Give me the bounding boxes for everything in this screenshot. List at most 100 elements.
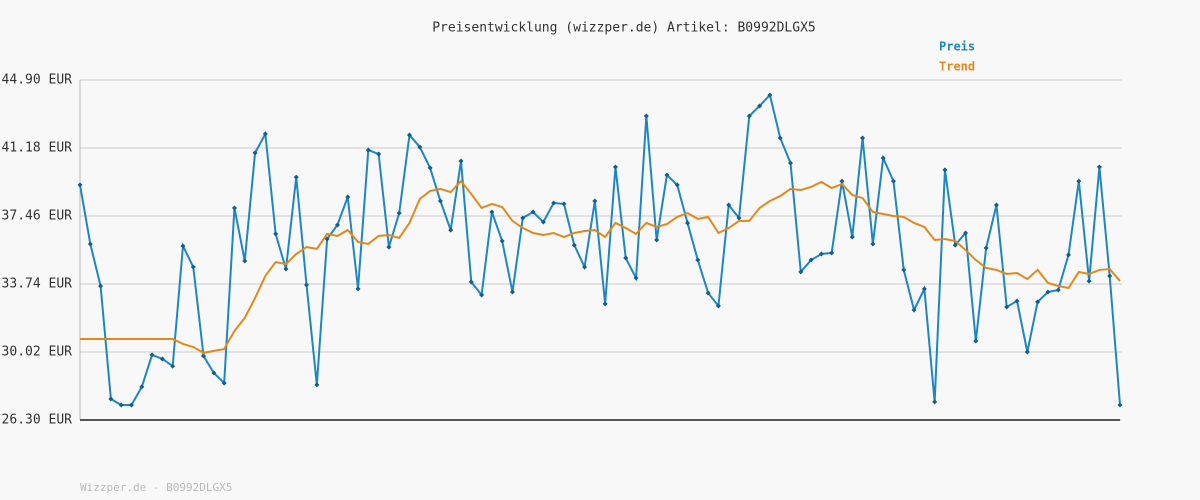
y-tick-label: 26.30 EUR xyxy=(2,413,73,428)
y-tick-label: 37.46 EUR xyxy=(2,209,73,224)
marker xyxy=(190,264,196,270)
marker xyxy=(1014,298,1020,304)
marker xyxy=(108,396,114,402)
marker xyxy=(509,289,515,295)
marker xyxy=(1045,289,1051,295)
marker xyxy=(520,215,526,221)
y-tick-label: 33.74 EUR xyxy=(2,277,73,292)
marker xyxy=(386,244,392,250)
marker xyxy=(798,269,804,275)
marker xyxy=(582,264,588,270)
marker xyxy=(159,356,165,362)
marker xyxy=(1004,304,1010,310)
marker xyxy=(860,135,866,141)
marker xyxy=(211,370,217,376)
marker xyxy=(201,353,207,359)
marker xyxy=(880,155,886,161)
marker xyxy=(283,266,289,272)
marker xyxy=(911,307,917,313)
marker xyxy=(695,257,701,263)
marker xyxy=(870,241,876,247)
line xyxy=(79,92,1121,407)
marker xyxy=(664,172,670,178)
marker xyxy=(952,242,958,248)
marker xyxy=(489,209,495,215)
line xyxy=(80,179,1121,354)
marker xyxy=(252,150,258,156)
marker xyxy=(139,384,145,390)
marker xyxy=(685,220,691,226)
marker xyxy=(561,201,567,207)
marker xyxy=(396,210,402,216)
marker xyxy=(1055,287,1061,293)
marker xyxy=(262,131,268,137)
footer: Wizzper.de - B0992DLGX5 xyxy=(80,481,232,494)
y-tick-label: 44.90 EUR xyxy=(2,73,73,88)
marker xyxy=(993,202,999,208)
marker xyxy=(407,132,413,138)
marker xyxy=(427,165,433,171)
marker xyxy=(767,92,773,98)
marker xyxy=(746,113,752,119)
marker xyxy=(705,290,711,296)
marker xyxy=(849,234,855,240)
legend-label: Trend xyxy=(939,60,975,74)
legend-label: Preis xyxy=(939,40,975,54)
chart-title: Preisentwicklung (wizzper.de) Artikel: B… xyxy=(432,21,816,36)
marker xyxy=(643,113,649,119)
marker xyxy=(901,267,907,273)
marker xyxy=(829,250,835,256)
marker xyxy=(417,144,423,150)
marker xyxy=(118,402,124,408)
marker xyxy=(180,243,186,249)
marker xyxy=(1066,252,1072,258)
marker xyxy=(448,227,454,233)
marker xyxy=(1035,299,1041,305)
marker xyxy=(221,380,227,386)
marker xyxy=(623,255,629,261)
marker xyxy=(242,258,248,264)
marker xyxy=(468,279,474,285)
marker xyxy=(571,242,577,248)
marker xyxy=(1024,349,1030,355)
marker xyxy=(818,251,824,257)
marker xyxy=(365,147,371,153)
marker xyxy=(932,399,938,405)
marker xyxy=(921,286,927,292)
marker xyxy=(540,219,546,225)
marker xyxy=(98,283,104,289)
marker xyxy=(376,151,382,157)
marker xyxy=(458,158,464,164)
marker xyxy=(592,198,598,204)
marker xyxy=(293,174,299,180)
marker xyxy=(808,257,814,263)
marker xyxy=(77,182,83,188)
marker xyxy=(612,164,618,170)
marker xyxy=(715,303,721,309)
marker xyxy=(602,301,608,307)
marker xyxy=(973,338,979,344)
marker xyxy=(963,230,969,236)
marker xyxy=(479,292,485,298)
marker xyxy=(437,198,443,204)
marker xyxy=(170,363,176,369)
marker xyxy=(128,402,134,408)
marker xyxy=(777,135,783,141)
marker xyxy=(231,205,237,211)
marker xyxy=(1096,164,1102,170)
y-tick-label: 30.02 EUR xyxy=(2,345,73,360)
marker xyxy=(551,200,557,206)
marker xyxy=(1117,402,1123,408)
marker xyxy=(314,382,320,388)
marker xyxy=(654,237,660,243)
marker xyxy=(324,236,330,242)
marker xyxy=(736,215,742,221)
y-tick-label: 41.18 EUR xyxy=(2,141,73,156)
marker xyxy=(757,103,763,109)
marker xyxy=(674,182,680,188)
marker xyxy=(633,275,639,281)
marker xyxy=(1076,178,1082,184)
marker xyxy=(345,194,351,200)
marker xyxy=(1086,278,1092,284)
